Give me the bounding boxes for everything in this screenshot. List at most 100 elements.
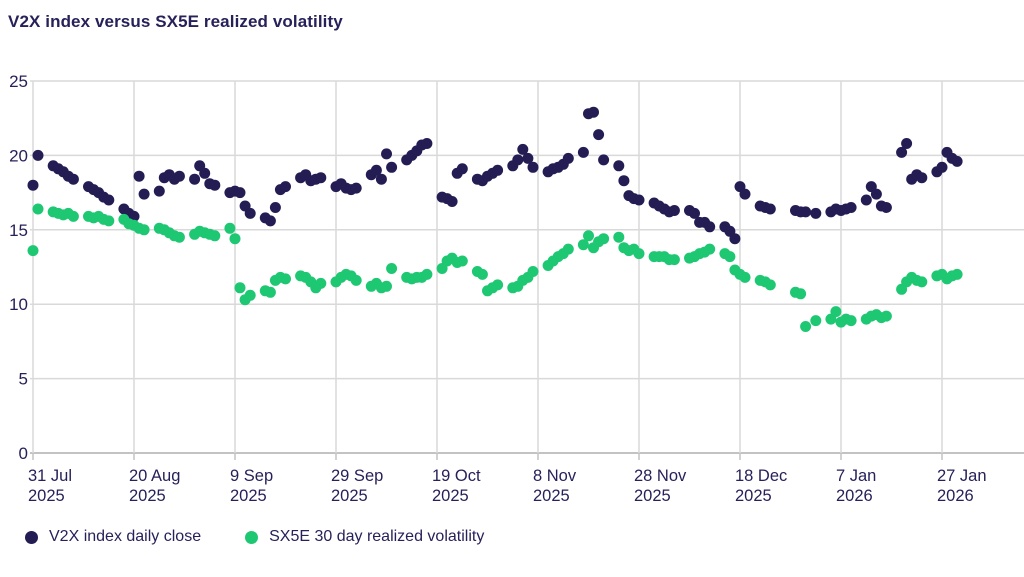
data-point [153,185,165,197]
data-point [189,173,201,185]
data-point [138,188,150,200]
data-point [315,172,327,184]
data-point [244,207,256,219]
y-tick-label: 10 [9,295,28,314]
data-point [264,215,276,227]
data-point [562,243,574,255]
chart-title: V2X index versus SX5E realized volatilit… [8,12,343,31]
data-point [860,194,872,206]
data-point [32,149,44,161]
data-point [704,243,716,255]
data-point [880,202,892,213]
data-point [739,188,751,200]
data-point [350,274,362,286]
x-gridlines [32,81,943,460]
data-point [199,167,211,179]
data-point [598,154,610,166]
sx5e-series-dots [27,203,963,332]
data-point [613,160,625,172]
data-point [229,233,241,245]
y-tick-labels: 0 5 10 15 20 25 [9,72,28,463]
data-point [375,173,387,185]
data-point [224,222,236,234]
x-tick-label-date: 29 Sep [331,467,383,485]
data-point [456,163,468,175]
data-point [527,266,539,277]
x-tick-label-year: 2026 [836,487,873,505]
data-point [810,207,822,219]
data-point [381,148,392,160]
data-point [67,173,79,185]
data-point [739,271,751,283]
data-point [689,207,700,219]
data-point [280,273,291,285]
x-tick-label-year: 2025 [230,487,267,505]
x-tick-label-date: 8 Nov [533,467,577,485]
x-tick-label-date: 27 Jan [937,467,987,485]
data-point [209,179,221,191]
x-tick-label-year: 2025 [432,487,469,505]
x-tick-label-date: 7 Jan [836,467,876,485]
data-point [421,138,433,149]
y-tick-label: 0 [19,444,28,463]
data-point [583,230,594,242]
data-point [577,146,589,158]
data-point [27,245,39,257]
data-point [618,175,630,187]
x-tick-label-date: 9 Sep [230,467,273,485]
x-tick-label-year: 2025 [735,487,772,505]
data-point [830,306,842,318]
data-point [916,276,928,288]
data-point [527,161,539,173]
x-tick-label-year: 2025 [331,487,368,505]
data-point [764,279,776,291]
data-point [729,233,741,245]
sx5e-legend-dot-icon [245,530,259,544]
sx5e-legend-label: SX5E 30 day realized volatility [269,528,485,545]
data-point [593,129,605,141]
data-point [173,170,185,182]
data-point [795,288,807,300]
data-point [613,231,625,243]
legend-item-v2x: V2X index daily close [25,528,201,546]
data-point [633,248,645,260]
data-point [492,164,504,176]
data-point [381,280,392,292]
data-point [244,289,256,301]
data-point [764,203,776,215]
data-point [280,181,291,193]
data-point [951,268,963,280]
data-point [800,321,812,332]
y-tick-label: 5 [19,370,28,389]
data-point [103,194,115,206]
data-point [315,277,327,289]
data-point [476,268,488,280]
x-tick-label-date: 31 Jul [28,467,72,485]
data-point [901,138,913,149]
data-point [370,164,382,176]
data-point [668,254,680,266]
data-point [67,210,79,222]
v2x-legend-label: V2X index daily close [49,528,202,545]
data-point [896,146,908,158]
data-point [386,161,398,173]
data-point [103,215,115,227]
data-point [916,172,928,184]
data-point [264,286,276,298]
data-point [800,206,812,218]
data-point [269,202,281,213]
data-point [32,203,44,215]
data-point [386,263,398,274]
data-point [234,187,246,199]
y-gridlines [30,80,1024,454]
x-tick-label-date: 19 Oct [432,467,481,485]
data-point [522,152,534,164]
y-tick-label: 20 [9,146,28,165]
data-point [421,268,433,280]
y-tick-label: 15 [9,221,28,240]
data-point [350,182,362,194]
v2x-series-dots [27,106,963,245]
data-point [138,224,150,236]
